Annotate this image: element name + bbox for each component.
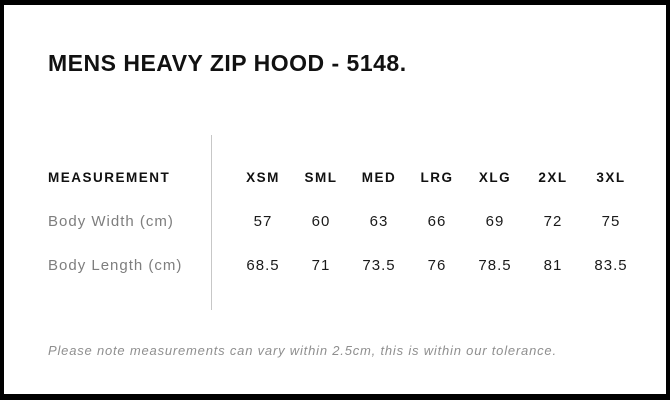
row-label-body-width: Body Width (cm): [48, 212, 174, 230]
size-header-2xl: 2XL: [538, 169, 568, 185]
body-length-3xl: 83.5: [594, 256, 628, 274]
size-header-lrg: LRG: [420, 169, 454, 185]
body-length-sml: 71: [311, 256, 331, 274]
size-header-sml: SML: [304, 169, 338, 185]
body-width-lrg: 66: [427, 212, 447, 230]
body-length-lrg: 76: [427, 256, 447, 274]
size-table: MEASUREMENT XSM SML MED LRG XLG 2XL 3XL …: [48, 155, 640, 287]
body-width-med: 63: [369, 212, 389, 230]
body-length-xlg: 78.5: [478, 256, 512, 274]
size-chart-canvas: MENS HEAVY ZIP HOOD - 5148. MEASUREMENT …: [4, 5, 666, 394]
body-width-xlg: 69: [485, 212, 505, 230]
size-header-med: MED: [361, 169, 397, 185]
body-length-med: 73.5: [362, 256, 396, 274]
column-divider-line: [211, 135, 212, 310]
measurement-column-header: MEASUREMENT: [48, 169, 171, 185]
size-header-xlg: XLG: [478, 169, 512, 185]
size-header-xsm: XSM: [246, 169, 280, 185]
body-width-sml: 60: [311, 212, 331, 230]
tolerance-note: Please note measurements can vary within…: [48, 343, 557, 358]
body-length-xsm: 68.5: [246, 256, 280, 274]
size-header-3xl: 3XL: [596, 169, 626, 185]
row-label-body-length: Body Length (cm): [48, 256, 183, 274]
body-width-3xl: 75: [601, 212, 621, 230]
body-width-2xl: 72: [543, 212, 563, 230]
body-length-2xl: 81: [543, 256, 563, 274]
page-title: MENS HEAVY ZIP HOOD - 5148.: [48, 50, 407, 76]
body-width-xsm: 57: [253, 212, 273, 230]
